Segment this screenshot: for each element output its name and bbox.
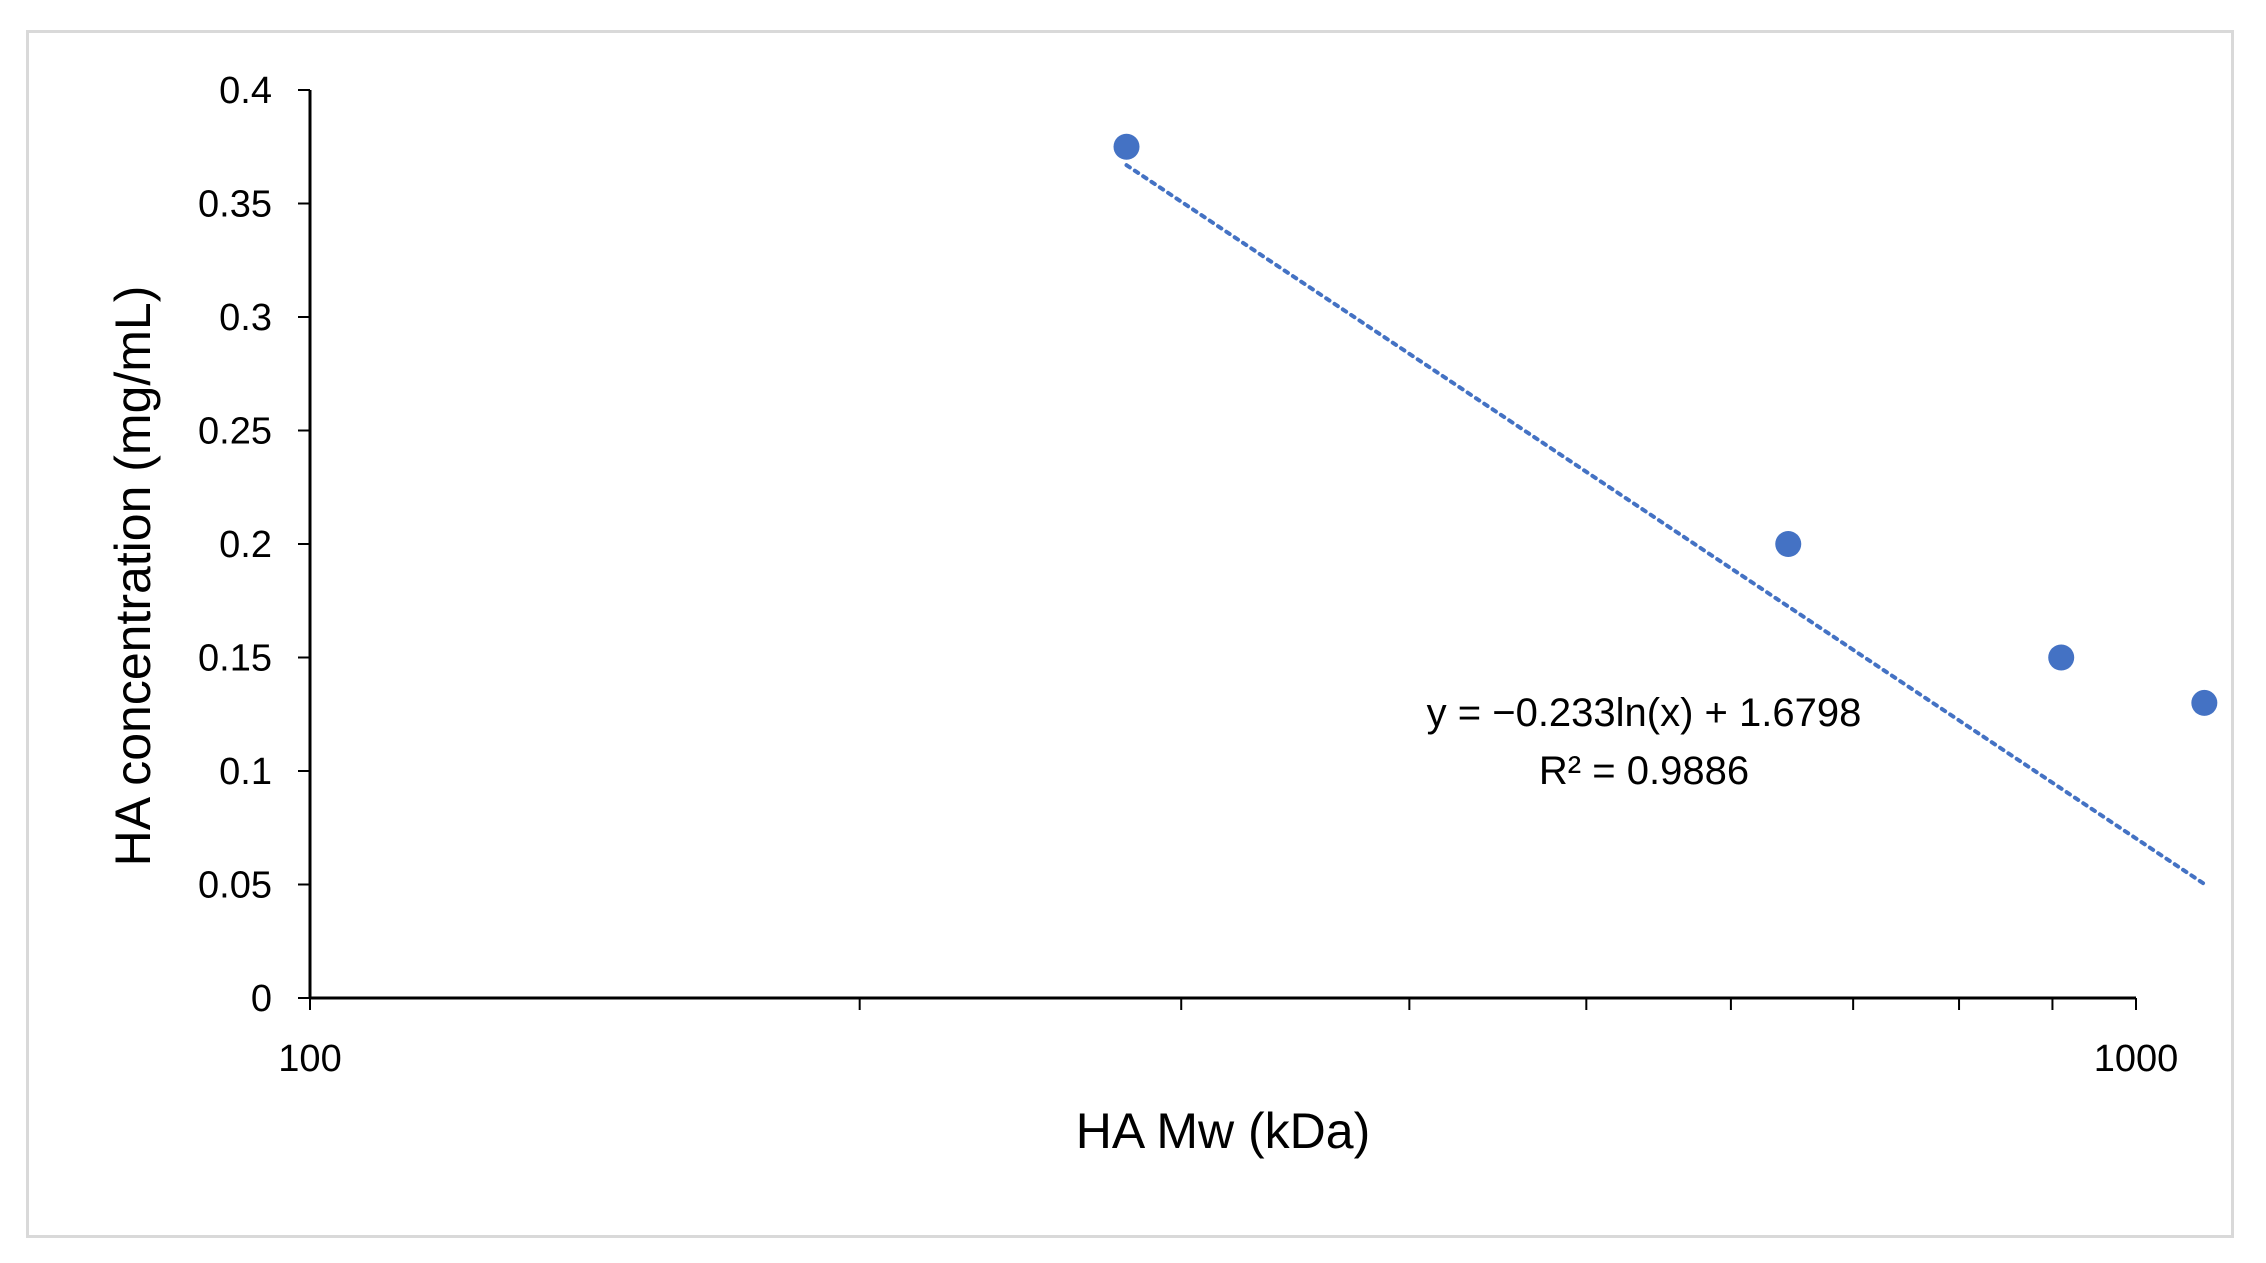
axes (298, 89, 2137, 1010)
y-tick-label: 0.4 (219, 70, 272, 112)
trendline (1124, 163, 2207, 887)
data-point (2048, 644, 2075, 671)
y-tick-label: 0.2 (219, 524, 272, 566)
data-point (2191, 689, 2218, 716)
r-squared-label: R² = 0.9886 (1539, 749, 1749, 793)
y-tick-label: 0.1 (219, 751, 272, 793)
x-axis-title: HA Mw (kDa) (1076, 1103, 1370, 1159)
chart-frame (26, 30, 2234, 1238)
y-axis-title: HA concentration (mg/mL) (105, 286, 161, 867)
data-points (1113, 133, 2218, 716)
y-tick-label: 0.05 (198, 865, 272, 907)
y-tick-label: 0.25 (198, 411, 272, 453)
y-tick-label: 0.15 (198, 638, 272, 680)
x-tick-label: 100 (278, 1038, 341, 1080)
tick-labels: 0 0.05 0.1 0.15 0.2 0.25 0.3 0.35 0.4 100 1000 (198, 70, 2178, 1080)
y-tick-label: 0 (251, 978, 272, 1020)
data-point (1775, 531, 1802, 557)
x-tick-label: 1000 (2094, 1038, 2179, 1080)
trendline-group (1124, 163, 2207, 887)
trendline-equation: y = −0.233ln(x) + 1.6798 (1427, 691, 1862, 735)
data-point (1113, 133, 1140, 160)
y-tick-label: 0.3 (219, 297, 272, 339)
y-tick-label: 0.35 (198, 184, 272, 226)
